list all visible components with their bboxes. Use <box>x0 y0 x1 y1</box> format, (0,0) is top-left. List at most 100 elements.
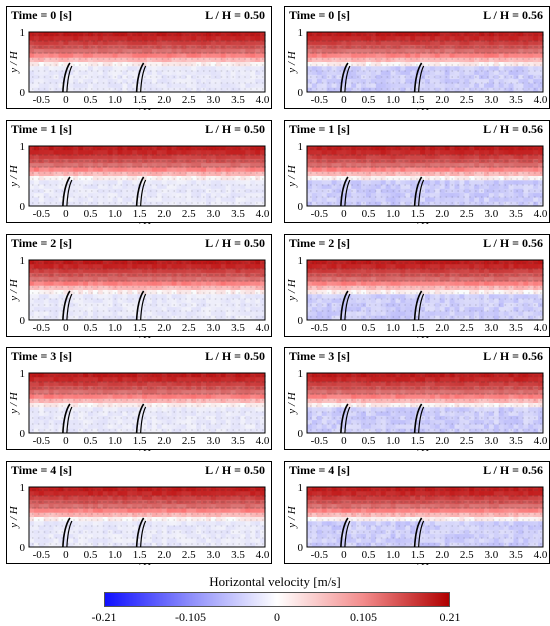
y-tick-label: 0 <box>298 315 304 327</box>
x-tick-label: -0.5 <box>311 549 329 561</box>
panel-time-label: Time = 4 [s] <box>289 463 350 477</box>
x-tick-label: -0.5 <box>33 549 51 561</box>
vegetation-stem <box>340 176 349 207</box>
x-tick-label: 2.5 <box>182 208 196 220</box>
velocity-panel: -0.5 0 0.5 1.0 1.5 2.0 2.5 3.0 3.5 4.0 0 1 x / H y / … <box>6 347 272 451</box>
velocity-vectors <box>32 489 266 545</box>
vegetation-stem <box>135 62 145 93</box>
panel-time-label: Time = 4 [s] <box>11 463 72 477</box>
colorbar-gradient <box>104 592 450 607</box>
y-tick-label: 1 <box>20 482 26 494</box>
x-tick-label: 1.0 <box>108 549 122 561</box>
x-tick-label: 2.0 <box>157 322 171 334</box>
x-tick-label: 3.0 <box>207 208 221 220</box>
velocity-vectors <box>310 262 544 318</box>
y-tick-label: 0 <box>298 87 304 99</box>
x-tick-label: 2.0 <box>157 435 171 447</box>
velocity-vectors <box>32 375 266 431</box>
x-axis-label: x / H <box>406 221 429 224</box>
panel-plot: -0.5 0 0.5 1.0 1.5 2.0 2.5 3.0 3.5 4.0 0 1 x / H y / … <box>286 27 548 110</box>
x-tick-label: 1.5 <box>411 549 425 561</box>
panel-time-label: Time = 3 [s] <box>289 349 350 363</box>
vegetation-stem <box>135 290 145 321</box>
colorbar: Horizontal velocity [m/s] -0.21 -0.105 0… <box>0 570 550 626</box>
x-tick-label: 3.5 <box>509 435 523 447</box>
x-tick-label: 1.5 <box>133 549 147 561</box>
x-axis-label: x / H <box>406 107 429 110</box>
x-tick-label: 3.5 <box>509 322 523 334</box>
x-tick-label: 1.5 <box>411 94 425 106</box>
vegetation-stem <box>135 517 145 548</box>
x-tick-label: 0.5 <box>84 549 98 561</box>
y-axis-label: y / H <box>286 164 298 187</box>
panel-ratio-label: L / H = 0.56 <box>483 463 543 477</box>
colorbar-title: Horizontal velocity [m/s] <box>209 574 341 589</box>
y-tick-label: 0 <box>20 542 26 554</box>
velocity-vectors <box>32 34 266 90</box>
x-tick-label: 2.5 <box>460 208 474 220</box>
panel-ratio-label: L / H = 0.50 <box>205 122 265 136</box>
velocity-panel: -0.5 0 0.5 1.0 1.5 2.0 2.5 3.0 3.5 4.0 0 1 x / H y / … <box>6 6 272 110</box>
velocity-field <box>29 487 266 548</box>
colorbar-tick-min: -0.21 <box>91 610 117 624</box>
figure-panels: -0.5 0 0.5 1.0 1.5 2.0 2.5 3.0 3.5 4.0 0 1 x / H y / … <box>6 6 550 565</box>
axes-frame <box>28 31 266 93</box>
axes-frame <box>306 372 544 434</box>
axes-frame <box>306 486 544 548</box>
x-tick-label: 3.0 <box>207 322 221 334</box>
y-axis-label: y / H <box>8 391 20 414</box>
y-tick-label: 0 <box>20 428 26 440</box>
x-tick-label: 1.5 <box>411 435 425 447</box>
x-tick-label: 3.5 <box>231 208 245 220</box>
y-axis-label: y / H <box>286 505 298 528</box>
x-axis-label: x / H <box>128 448 151 451</box>
x-tick-label: 4.0 <box>534 549 548 561</box>
x-tick-label: 0 <box>341 549 347 561</box>
axes-frame <box>306 145 544 207</box>
panel-plot: -0.5 0 0.5 1.0 1.5 2.0 2.5 3.0 3.5 4.0 0 1 x / H y / … <box>286 255 548 338</box>
velocity-vectors <box>32 262 266 318</box>
x-tick-label: 2.0 <box>435 208 449 220</box>
vegetation-stem <box>340 517 349 548</box>
x-tick-label: 2.5 <box>182 322 196 334</box>
panel-plot: -0.5 0 0.5 1.0 1.5 2.0 2.5 3.0 3.5 4.0 0 1 x / H y / … <box>8 482 270 565</box>
y-tick-label: 1 <box>298 368 304 380</box>
velocity-panel: -0.5 0 0.5 1.0 1.5 2.0 2.5 3.0 3.5 4.0 0 1 x / H y / … <box>284 461 550 565</box>
y-tick-label: 1 <box>20 255 26 267</box>
velocity-panel: -0.5 0 0.5 1.0 1.5 2.0 2.5 3.0 3.5 4.0 0 1 x / H y / … <box>284 120 550 224</box>
x-tick-label: 3.5 <box>231 322 245 334</box>
colorbar-tick-neg-mid: -0.105 <box>175 610 206 624</box>
axes-frame <box>28 372 266 434</box>
velocity-field <box>307 32 544 93</box>
x-tick-label: 3.0 <box>207 549 221 561</box>
vegetation-stem <box>62 176 71 207</box>
x-axis-label: x / H <box>128 107 151 110</box>
x-tick-label: -0.5 <box>311 322 329 334</box>
vegetation-stem <box>340 290 349 321</box>
panel-plot: -0.5 0 0.5 1.0 1.5 2.0 2.5 3.0 3.5 4.0 0 1 x / H y / … <box>8 141 270 224</box>
x-tick-label: -0.5 <box>33 94 51 106</box>
x-tick-label: -0.5 <box>311 208 329 220</box>
x-tick-label: 3.5 <box>231 435 245 447</box>
vegetation-stem <box>413 517 423 548</box>
x-tick-label: 0 <box>63 549 69 561</box>
x-tick-label: 0.5 <box>84 435 98 447</box>
x-tick-label: 3.0 <box>207 435 221 447</box>
x-tick-label: 3.5 <box>509 94 523 106</box>
y-tick-label: 1 <box>298 141 304 153</box>
vegetation-stem <box>135 403 145 434</box>
x-tick-label: 0 <box>63 322 69 334</box>
x-tick-label: 0.5 <box>362 435 376 447</box>
x-tick-label: 4.0 <box>256 322 270 334</box>
panel-plot: -0.5 0 0.5 1.0 1.5 2.0 2.5 3.0 3.5 4.0 0 1 x / H y / … <box>286 482 548 565</box>
velocity-field <box>307 487 544 548</box>
x-tick-label: 0.5 <box>84 322 98 334</box>
x-tick-label: 1.0 <box>386 208 400 220</box>
velocity-field <box>29 260 266 321</box>
x-tick-label: 0.5 <box>84 94 98 106</box>
velocity-panel: -0.5 0 0.5 1.0 1.5 2.0 2.5 3.0 3.5 4.0 0 1 x / H y / … <box>6 120 272 224</box>
axes-frame <box>28 486 266 548</box>
panel-time-label: Time = 0 [s] <box>289 8 350 22</box>
x-tick-label: 2.5 <box>460 549 474 561</box>
x-tick-label: -0.5 <box>33 435 51 447</box>
